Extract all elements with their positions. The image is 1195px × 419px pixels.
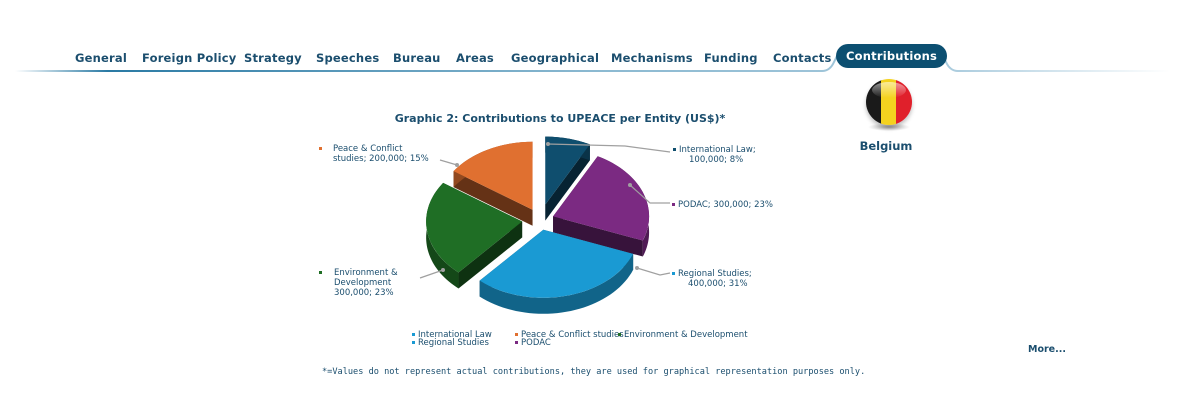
nav-general[interactable]: General — [75, 51, 127, 65]
nav-strategy[interactable]: Strategy — [244, 51, 302, 65]
leader-dot — [441, 268, 445, 272]
country-name: Belgium — [859, 139, 913, 153]
belgium-flag-icon — [866, 79, 912, 125]
nav-foreign-policy[interactable]: Foreign Policy — [142, 51, 237, 65]
nav-funding[interactable]: Funding — [704, 51, 758, 65]
data-label: Environment & Development 300,000; 23% — [334, 268, 398, 298]
legend-swatch — [618, 333, 621, 336]
legend-label: Environment & Development — [624, 330, 748, 340]
legend-swatch — [412, 333, 415, 336]
legend-swatch — [515, 333, 518, 336]
data-label: International Law; 100,000; 8% — [679, 145, 756, 165]
nav-mechanisms[interactable]: Mechanisms — [611, 51, 693, 65]
chart-title: Graphic 2: Contributions to UPEACE per E… — [394, 112, 726, 125]
pie-slice-peace-conflict-studies — [453, 141, 533, 226]
footnote: *=Values do not represent actual contrib… — [322, 367, 866, 377]
nav-geographical[interactable]: Geographical — [511, 51, 600, 65]
legend-item: PODAC — [515, 338, 551, 348]
leader-line — [419, 269, 444, 279]
leader-dot — [635, 266, 639, 270]
data-label-bullet — [672, 272, 675, 275]
legend-label: PODAC — [521, 338, 551, 348]
pie-slice-international-law — [545, 136, 590, 221]
leader-line — [636, 267, 671, 276]
pie-slice-podac — [553, 156, 650, 257]
nav-contributions[interactable]: Contributions — [836, 44, 948, 68]
legend-swatch — [412, 341, 415, 344]
legend-item: Peace & Conflict studies — [515, 330, 624, 340]
flag-shadow — [868, 123, 910, 131]
legend-item: International Law — [412, 330, 492, 340]
leader-line — [439, 159, 458, 166]
data-label-bullet — [319, 147, 322, 150]
data-label: Peace & Conflict studies; 200,000; 15% — [333, 144, 429, 164]
nav-contacts[interactable]: Contacts — [773, 51, 832, 65]
nav-bureau[interactable]: Bureau — [393, 51, 441, 65]
data-label-bullet — [319, 271, 322, 274]
legend-item: Environment & Development — [618, 330, 748, 340]
leader-dot — [546, 142, 550, 146]
more-link[interactable]: More... — [1028, 344, 1066, 355]
nav-areas[interactable]: Areas — [456, 51, 494, 65]
data-label: Regional Studies; 400,000; 31% — [678, 269, 752, 289]
pie-chart: International Law; 100,000; 8% PODAC; 300,… — [319, 136, 773, 314]
pie-slice-environment-development — [426, 182, 523, 289]
leader-line — [629, 184, 670, 204]
data-label: PODAC; 300,000; 23% — [678, 200, 773, 210]
chart-legend: International Law Peace & Conflict studie… — [410, 330, 770, 350]
legend-label: Peace & Conflict studies — [521, 330, 624, 340]
data-label-bullet — [672, 203, 675, 206]
main-nav: General Foreign Policy Strategy Speeches… — [0, 44, 1195, 76]
legend-label: Regional Studies — [418, 338, 489, 348]
leader-dot — [455, 163, 459, 167]
leader-dot — [628, 183, 632, 187]
legend-label: International Law — [418, 330, 492, 340]
legend-swatch — [515, 341, 518, 344]
pie-slice-regional-studies — [479, 229, 634, 314]
legend-item: Regional Studies — [412, 338, 489, 348]
leader-line — [547, 143, 671, 153]
nav-speeches[interactable]: Speeches — [316, 51, 380, 65]
data-label-bullet — [673, 148, 676, 151]
nav-underline — [15, 49, 1170, 72]
